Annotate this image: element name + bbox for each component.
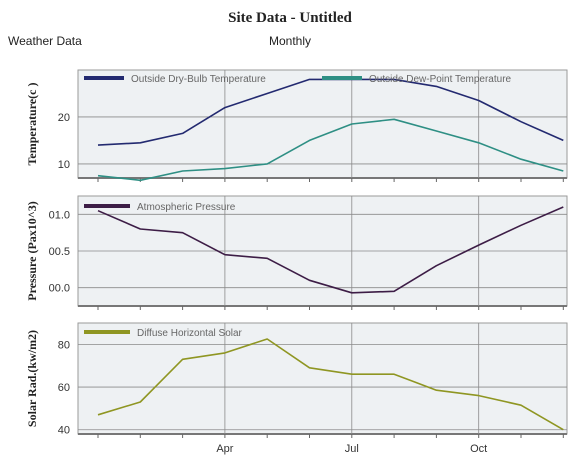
- plot-background: [77, 322, 568, 435]
- y-tick-label: 00.5: [49, 246, 70, 258]
- y-axis-label: Temperature(c ): [25, 83, 39, 166]
- series-line-1-2: [97, 118, 564, 182]
- series-line-3-1: [97, 338, 564, 431]
- y-tick-label: 20: [58, 112, 70, 124]
- weather-data-label: Weather Data: [8, 34, 82, 48]
- chart-subtitle: Monthly: [268, 34, 312, 48]
- y-tick-label: 01.0: [49, 209, 70, 221]
- plot-background: [77, 69, 568, 179]
- y-axis-label: Pressure (Pax10^3): [25, 201, 39, 301]
- y-tick-label: 10: [58, 159, 70, 171]
- legend-label: Diffuse Horizontal Solar: [137, 328, 243, 339]
- x-tick-label: Oct: [470, 443, 487, 455]
- chart-panel-3: 40 60 80 Solar Rad.(kw/m2) Diffuse Horizonta…: [25, 322, 568, 455]
- y-tick-label: 00.0: [49, 283, 70, 295]
- x-tick-label: Jul: [345, 443, 359, 455]
- legend-label: Outside Dry-Bulb Temperature: [131, 74, 266, 85]
- y-tick-label: 60: [58, 382, 70, 394]
- legend-label: Outside Dew-Point Temperature: [369, 74, 512, 85]
- chart-panel-2: 00.0 00.5 01.0 Pressure (Pax10^3) Atmospheri…: [25, 195, 568, 310]
- y-axis-label: Solar Rad.(kw/m2): [25, 330, 39, 427]
- x-tick-label: Apr: [216, 443, 233, 455]
- series-line-2-1: [97, 206, 564, 294]
- y-tick-label: 80: [58, 339, 70, 351]
- legend-label: Atmospheric Pressure: [137, 202, 236, 213]
- chart-title: Site Data - Untitled: [228, 10, 352, 26]
- chart-panel-1: 10 20 Temperature(c ) Outside Dry-Bulb Temp…: [25, 69, 568, 182]
- y-tick-label: 40: [58, 425, 70, 437]
